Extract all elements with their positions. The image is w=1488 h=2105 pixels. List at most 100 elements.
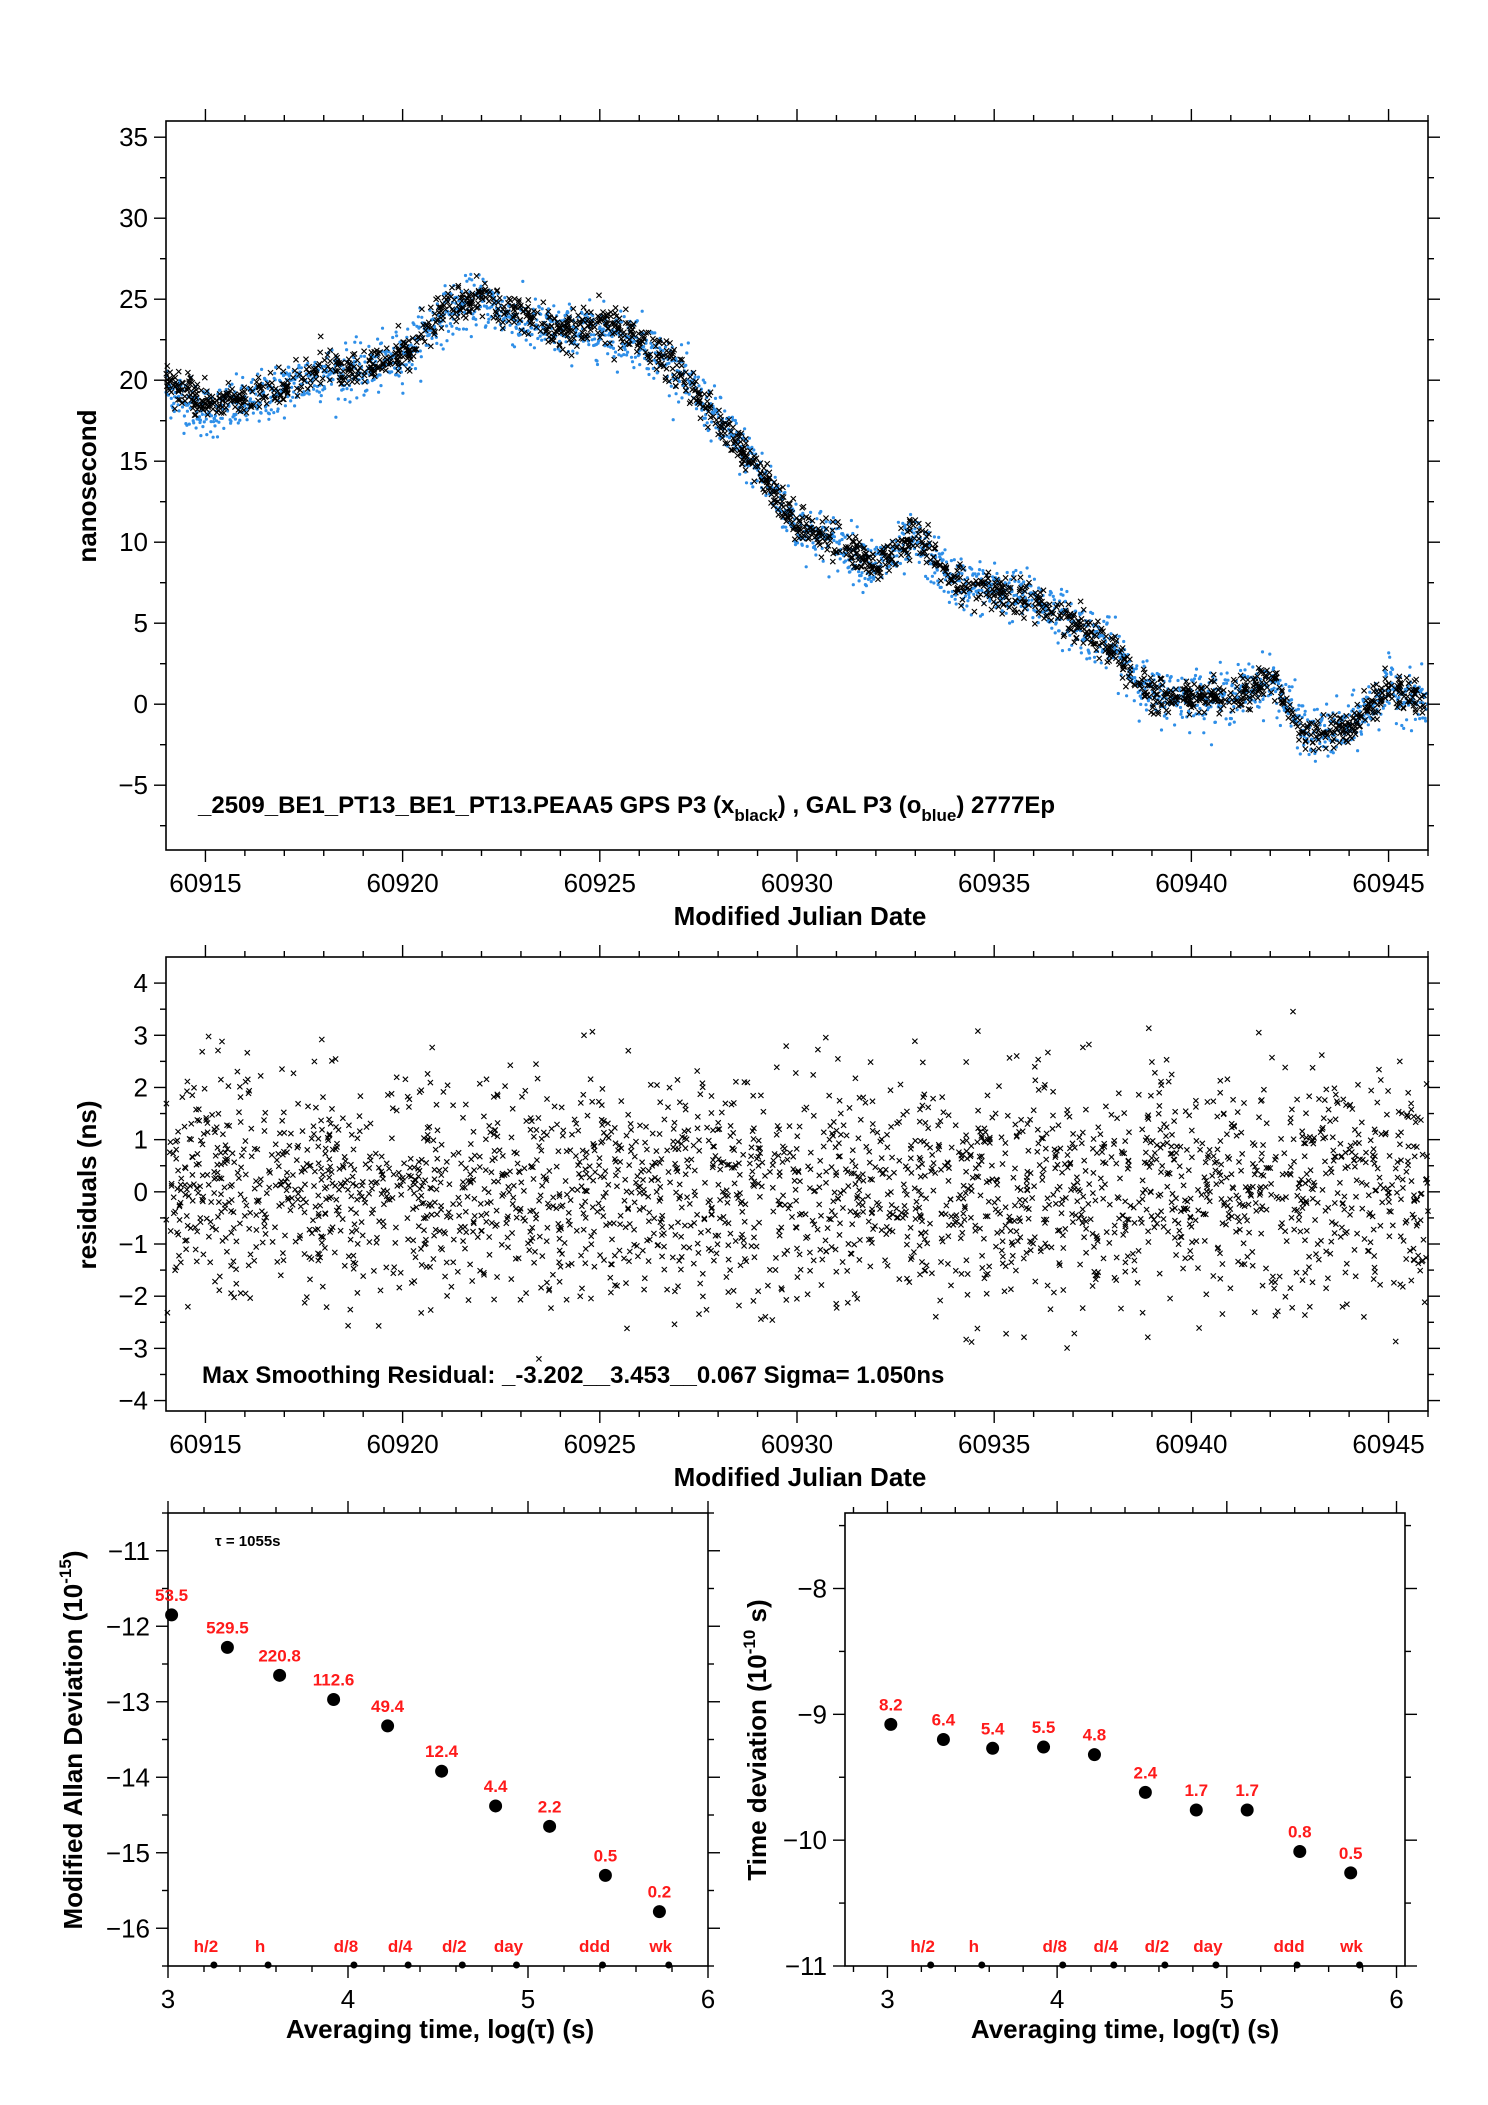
residual-point: [659, 1224, 666, 1231]
residual-point: [1085, 1041, 1092, 1048]
gps-point: [1077, 598, 1084, 605]
gal-point: [481, 277, 485, 281]
gal-point: [292, 381, 296, 385]
residual-point: [1228, 1171, 1235, 1178]
gal-point: [469, 272, 473, 276]
residual-point: [869, 1098, 876, 1105]
residual-point: [415, 1223, 422, 1230]
gal-point: [929, 580, 933, 584]
residual-point: [828, 1208, 835, 1214]
gps-point: [704, 398, 711, 405]
gps-point: [1419, 709, 1426, 716]
gal-point: [838, 539, 842, 543]
gal-point: [977, 568, 982, 572]
residual-point: [1025, 1215, 1032, 1222]
gal-point: [222, 426, 226, 430]
gal-point: [1135, 664, 1139, 668]
gal-point: [1052, 598, 1056, 602]
residual-point: [535, 1115, 542, 1121]
gal-point: [566, 310, 570, 315]
gal-point: [814, 553, 818, 557]
gal-point: [367, 344, 371, 348]
gps-point: [449, 284, 455, 291]
gal-point: [439, 343, 443, 347]
gal-point: [180, 405, 185, 409]
gal-point: [1134, 667, 1138, 671]
residual-point: [1276, 1273, 1283, 1280]
gps-point: [184, 369, 191, 376]
residual-point: [626, 1221, 633, 1227]
gal-point: [319, 394, 323, 398]
gal-point: [461, 327, 466, 331]
gal-point: [649, 341, 653, 345]
x-tick-label: 60925: [564, 868, 636, 898]
gal-point: [1409, 729, 1414, 733]
gps-point: [649, 335, 656, 342]
gal-point: [1218, 660, 1222, 664]
gal-point: [457, 327, 461, 331]
gal-point: [405, 335, 409, 339]
gal-point: [972, 592, 976, 597]
gal-point: [1298, 752, 1302, 756]
gal-point: [713, 396, 718, 400]
gal-point: [512, 345, 517, 349]
residual-point: [1004, 1112, 1011, 1119]
gal-point: [379, 341, 384, 345]
gal-point: [727, 436, 732, 440]
gal-point: [493, 326, 497, 330]
residual-point: [380, 1201, 387, 1208]
x-tick-label: 60945: [1352, 868, 1424, 898]
gal-point: [378, 373, 382, 377]
gps-point: [1203, 683, 1210, 690]
gal-point: [783, 490, 787, 495]
gal-point: [679, 343, 684, 347]
residual-point: [805, 1163, 812, 1170]
gal-point: [942, 589, 946, 593]
gal-point: [553, 348, 557, 352]
gps-point: [766, 469, 773, 476]
gal-point: [718, 436, 722, 440]
gal-point: [1420, 662, 1424, 666]
gal-point: [652, 376, 656, 380]
residual-point: [1218, 1161, 1225, 1168]
gal-point: [1102, 619, 1106, 624]
residual-point: [770, 1208, 777, 1215]
gal-point: [1387, 651, 1391, 655]
gal-point: [487, 317, 491, 321]
gal-point: [1091, 611, 1095, 616]
gal-point: [205, 433, 209, 437]
gal-point: [323, 387, 327, 391]
gal-point: [932, 535, 937, 539]
gps-point: [898, 552, 905, 559]
residual-point: [948, 1144, 955, 1151]
gal-point: [479, 284, 483, 288]
gps-point: [1296, 736, 1302, 743]
residual-point: [189, 1153, 196, 1160]
residual-point: [412, 1254, 419, 1261]
gal-point: [532, 346, 537, 350]
gps-point: [687, 398, 694, 405]
gal-point: [1326, 754, 1330, 758]
gps-point: [1389, 695, 1395, 702]
residual-point: [634, 1173, 641, 1180]
gal-point: [1277, 709, 1281, 713]
residual-point: [695, 1249, 702, 1256]
residual-point: [884, 1191, 891, 1198]
residual-point: [1268, 1191, 1275, 1198]
residual-point: [318, 1036, 325, 1043]
gal-point: [950, 594, 954, 599]
gal-point: [1067, 648, 1071, 652]
gal-point: [472, 283, 476, 287]
gal-point: [821, 559, 825, 563]
residual-point: [1260, 1086, 1267, 1093]
gal-point: [622, 315, 626, 319]
gal-point: [755, 479, 759, 483]
residual-point: [1097, 1175, 1104, 1182]
gal-point: [448, 322, 452, 326]
gal-point: [406, 327, 410, 331]
residual-point: [856, 1187, 863, 1194]
gal-point: [312, 364, 316, 368]
gal-point: [202, 420, 206, 424]
gal-point: [1050, 626, 1054, 630]
